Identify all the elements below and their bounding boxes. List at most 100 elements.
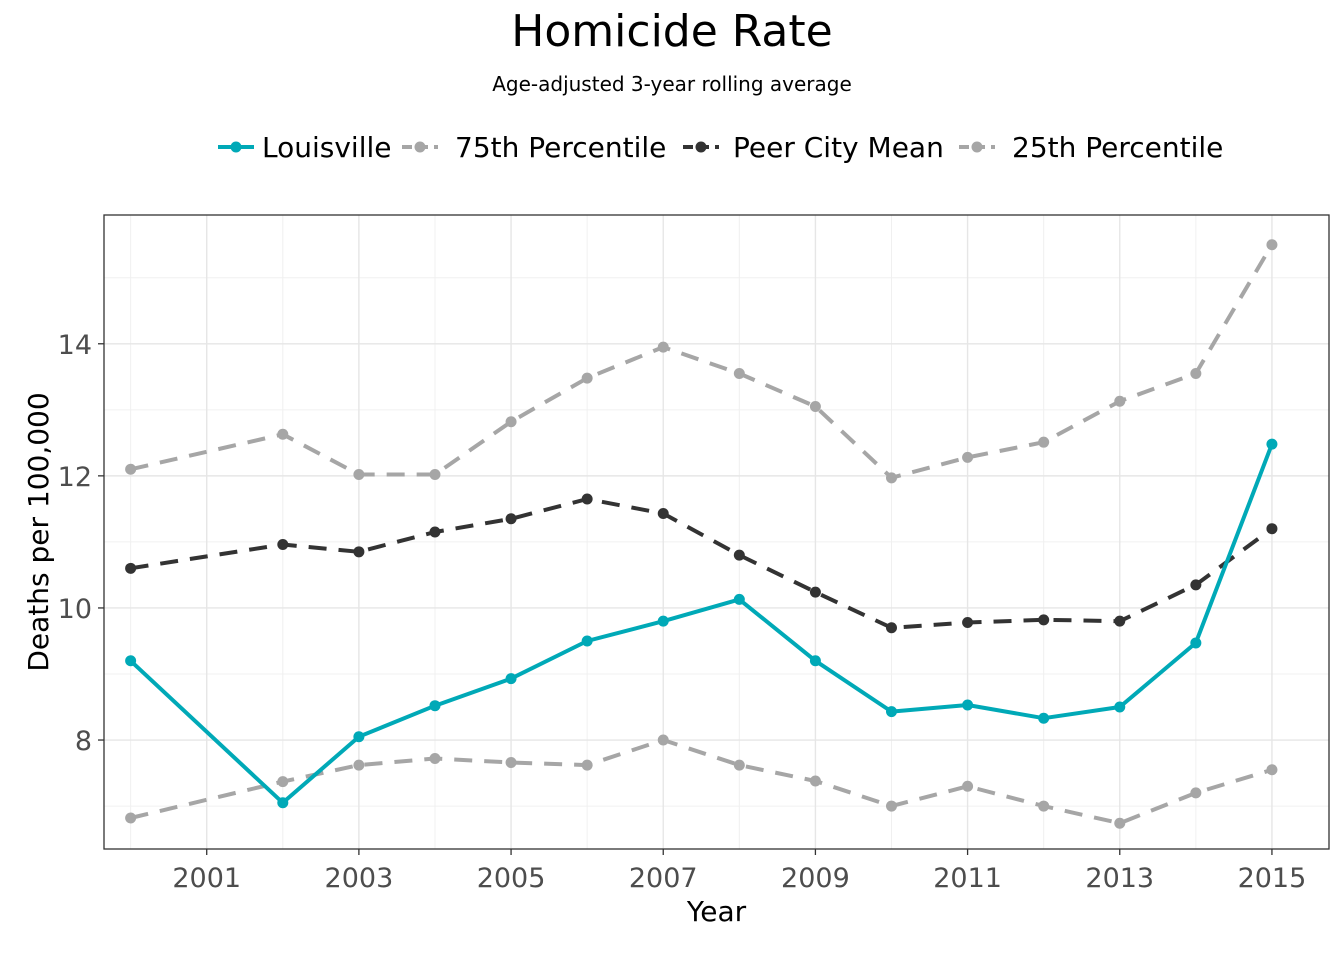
- major-gridlines: [104, 215, 1329, 849]
- point-75th-percentile: [581, 372, 593, 384]
- point-louisville: [733, 593, 745, 605]
- point-25th-percentile: [125, 812, 137, 824]
- x-tick-label: 2005: [477, 863, 546, 894]
- point-peer-city-mean: [1114, 615, 1126, 627]
- point-louisville: [962, 699, 974, 711]
- y-tick-label: 10: [58, 594, 92, 625]
- x-tick-label: 2001: [172, 863, 241, 894]
- point-25th-percentile: [1190, 787, 1202, 799]
- point-75th-percentile: [886, 472, 897, 484]
- point-louisville: [505, 673, 517, 685]
- series-layer: [125, 239, 1278, 829]
- point-louisville: [429, 700, 441, 712]
- point-25th-percentile: [505, 756, 517, 768]
- x-tick-label: 2015: [1238, 863, 1307, 894]
- x-tick-label: 2013: [1085, 863, 1154, 894]
- y-tick-label: 14: [58, 330, 92, 361]
- point-louisville: [886, 706, 897, 718]
- point-75th-percentile: [125, 463, 137, 475]
- point-75th-percentile: [429, 469, 441, 481]
- point-25th-percentile: [657, 734, 669, 746]
- point-75th-percentile: [809, 401, 821, 413]
- point-25th-percentile: [809, 775, 821, 787]
- chart-subtitle: Age-adjusted 3-year rolling average: [492, 72, 852, 96]
- legend-key-25th-percentile: [959, 141, 995, 153]
- legend-key-peer-city-mean: [683, 141, 719, 153]
- point-louisville: [1114, 701, 1126, 713]
- y-axis-title: Deaths per 100,000: [22, 392, 55, 671]
- point-peer-city-mean: [886, 622, 897, 634]
- point-75th-percentile: [353, 469, 365, 481]
- legend-key-75th-percentile: [402, 141, 438, 153]
- series-line-25th-percentile: [130, 738, 1273, 826]
- point-louisville: [809, 655, 821, 667]
- x-axis-title: Year: [686, 895, 747, 928]
- point-peer-city-mean: [429, 526, 441, 538]
- point-louisville: [581, 635, 593, 647]
- point-peer-city-mean: [1038, 614, 1050, 626]
- y-tick-label: 12: [58, 462, 92, 493]
- point-75th-percentile: [1266, 239, 1278, 251]
- point-75th-percentile: [1114, 395, 1126, 407]
- point-peer-city-mean: [962, 616, 974, 628]
- point-25th-percentile: [733, 759, 745, 771]
- point-louisville: [657, 615, 669, 627]
- legend-key-louisville: [218, 141, 254, 153]
- legend-label-75th-percentile: 75th Percentile: [455, 131, 666, 164]
- point-peer-city-mean: [657, 508, 669, 520]
- point-peer-city-mean: [277, 539, 289, 551]
- point-louisville: [277, 797, 289, 809]
- x-tick-label: 2007: [629, 863, 698, 894]
- point-25th-percentile: [353, 759, 365, 771]
- point-peer-city-mean: [1190, 579, 1202, 591]
- series-75th-percentile: [125, 239, 1278, 484]
- point-25th-percentile: [1114, 817, 1126, 829]
- point-75th-percentile: [1190, 368, 1202, 379]
- point-75th-percentile: [1038, 436, 1050, 448]
- point-25th-percentile: [1038, 800, 1050, 812]
- point-25th-percentile: [581, 759, 593, 771]
- x-tick-label: 2009: [781, 863, 850, 894]
- point-25th-percentile: [886, 800, 897, 812]
- point-peer-city-mean: [581, 493, 593, 505]
- point-peer-city-mean: [809, 586, 821, 598]
- chart-title: Homicide Rate: [511, 6, 833, 57]
- point-louisville: [1266, 438, 1278, 450]
- y-tick-label: 8: [75, 726, 92, 757]
- x-tick-label: 2003: [325, 863, 394, 894]
- point-peer-city-mean: [1266, 523, 1278, 535]
- series-25th-percentile: [125, 734, 1278, 829]
- plot-panel-border: [103, 214, 1330, 850]
- minor-gridlines: [104, 215, 1329, 849]
- point-25th-percentile: [962, 780, 974, 792]
- point-louisville: [353, 731, 365, 743]
- x-tick-label: 2011: [933, 863, 1002, 894]
- point-louisville: [125, 655, 137, 667]
- series-line-peer-city-mean: [130, 497, 1274, 630]
- point-peer-city-mean: [125, 562, 137, 574]
- point-peer-city-mean: [353, 546, 365, 558]
- point-75th-percentile: [962, 451, 974, 463]
- series-line-louisville: [129, 443, 1274, 805]
- point-75th-percentile: [657, 341, 669, 353]
- x-axis: 2001 2003 2005 2007 2009 2011 2013 2015: [172, 849, 1306, 894]
- point-peer-city-mean: [733, 549, 745, 561]
- legend-label-peer-city-mean: Peer City Mean: [733, 131, 944, 164]
- point-75th-percentile: [505, 416, 517, 428]
- point-25th-percentile: [277, 776, 289, 788]
- point-peer-city-mean: [505, 513, 517, 525]
- legend-label-25th-percentile: 25th Percentile: [1012, 131, 1223, 164]
- y-axis: 8 10 12 14: [58, 330, 104, 757]
- point-75th-percentile: [277, 428, 289, 440]
- point-louisville: [1038, 712, 1050, 724]
- legend: Louisville 75th Percentile Peer City Mean 2…: [218, 131, 1223, 164]
- point-25th-percentile: [1266, 764, 1278, 776]
- series-louisville: [125, 438, 1278, 809]
- point-25th-percentile: [429, 753, 441, 765]
- series-peer-city-mean: [125, 493, 1278, 634]
- legend-label-louisville: Louisville: [262, 131, 392, 164]
- point-75th-percentile: [733, 368, 745, 379]
- point-louisville: [1190, 637, 1202, 649]
- series-line-75th-percentile: [130, 243, 1274, 480]
